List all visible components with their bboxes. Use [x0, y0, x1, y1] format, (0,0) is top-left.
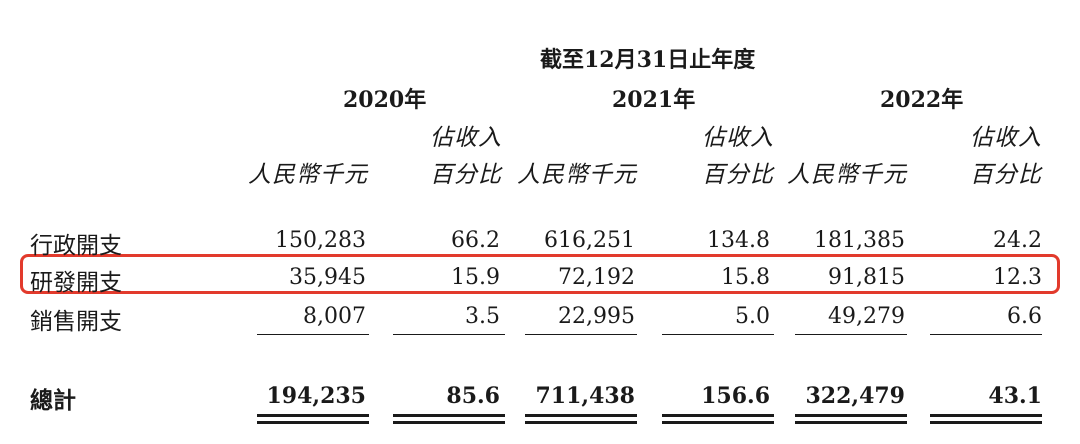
cell: 6.6 — [1007, 304, 1042, 329]
pct-header-line1-2020: 佔收入 — [430, 125, 502, 151]
total-double-rule — [525, 414, 637, 417]
row-label-admin: 行政開支 — [30, 233, 122, 259]
cell: 91,815 — [828, 265, 905, 290]
amount-header-2021: 人民幣千元 — [517, 162, 637, 188]
subtotal-rule — [930, 334, 1042, 335]
cell: 49,279 — [828, 304, 905, 329]
total-double-rule — [393, 414, 505, 417]
cell: 35,945 — [289, 265, 366, 290]
row-label-total: 總計 — [30, 387, 76, 414]
total-cell: 322,479 — [805, 383, 905, 409]
total-cell: 156.6 — [701, 383, 770, 409]
pct-header-line2-2022: 百分比 — [970, 162, 1042, 188]
year-2020: 2020年 — [343, 87, 427, 113]
pct-header-line1-2021: 佔收入 — [702, 125, 774, 151]
row-label-sales: 銷售開支 — [30, 309, 122, 335]
subtotal-rule — [662, 334, 774, 335]
total-double-rule — [525, 421, 637, 424]
cell: 24.2 — [993, 228, 1042, 253]
total-double-rule — [930, 414, 1042, 417]
total-double-rule — [393, 421, 505, 424]
pct-header-line2-2020: 百分比 — [430, 162, 502, 188]
period-heading: 截至12月31日止年度 — [540, 47, 756, 73]
cell: 134.8 — [707, 228, 770, 253]
pct-header-line1-2022: 佔收入 — [970, 125, 1042, 151]
subtotal-rule — [257, 334, 369, 335]
subtotal-rule — [795, 334, 907, 335]
cell: 15.9 — [451, 265, 500, 290]
row-label-rd: 研發開支 — [30, 270, 122, 296]
total-cell: 43.1 — [988, 383, 1042, 409]
total-double-rule — [795, 421, 907, 424]
amount-header-2020: 人民幣千元 — [248, 162, 368, 188]
cell: 181,385 — [814, 228, 905, 253]
cell: 72,192 — [558, 265, 635, 290]
year-2022: 2022年 — [880, 87, 964, 113]
cell: 15.8 — [721, 265, 770, 290]
total-double-rule — [257, 421, 369, 424]
cell: 3.5 — [465, 304, 500, 329]
total-cell: 711,438 — [535, 383, 635, 409]
subtotal-rule — [525, 334, 637, 335]
total-cell: 194,235 — [266, 383, 366, 409]
total-double-rule — [662, 421, 774, 424]
total-cell: 85.6 — [446, 383, 500, 409]
total-double-rule — [662, 414, 774, 417]
cell: 150,283 — [275, 228, 366, 253]
total-double-rule — [930, 421, 1042, 424]
cell: 12.3 — [993, 265, 1042, 290]
rd-row-highlight — [20, 254, 1060, 294]
amount-header-2022: 人民幣千元 — [787, 162, 907, 188]
total-double-rule — [257, 414, 369, 417]
cell: 616,251 — [544, 228, 635, 253]
pct-header-line2-2021: 百分比 — [702, 162, 774, 188]
cell: 5.0 — [735, 304, 770, 329]
cell: 8,007 — [303, 304, 366, 329]
cell: 22,995 — [558, 304, 635, 329]
total-double-rule — [795, 414, 907, 417]
year-2021: 2021年 — [612, 87, 696, 113]
cell: 66.2 — [451, 228, 500, 253]
subtotal-rule — [393, 334, 505, 335]
